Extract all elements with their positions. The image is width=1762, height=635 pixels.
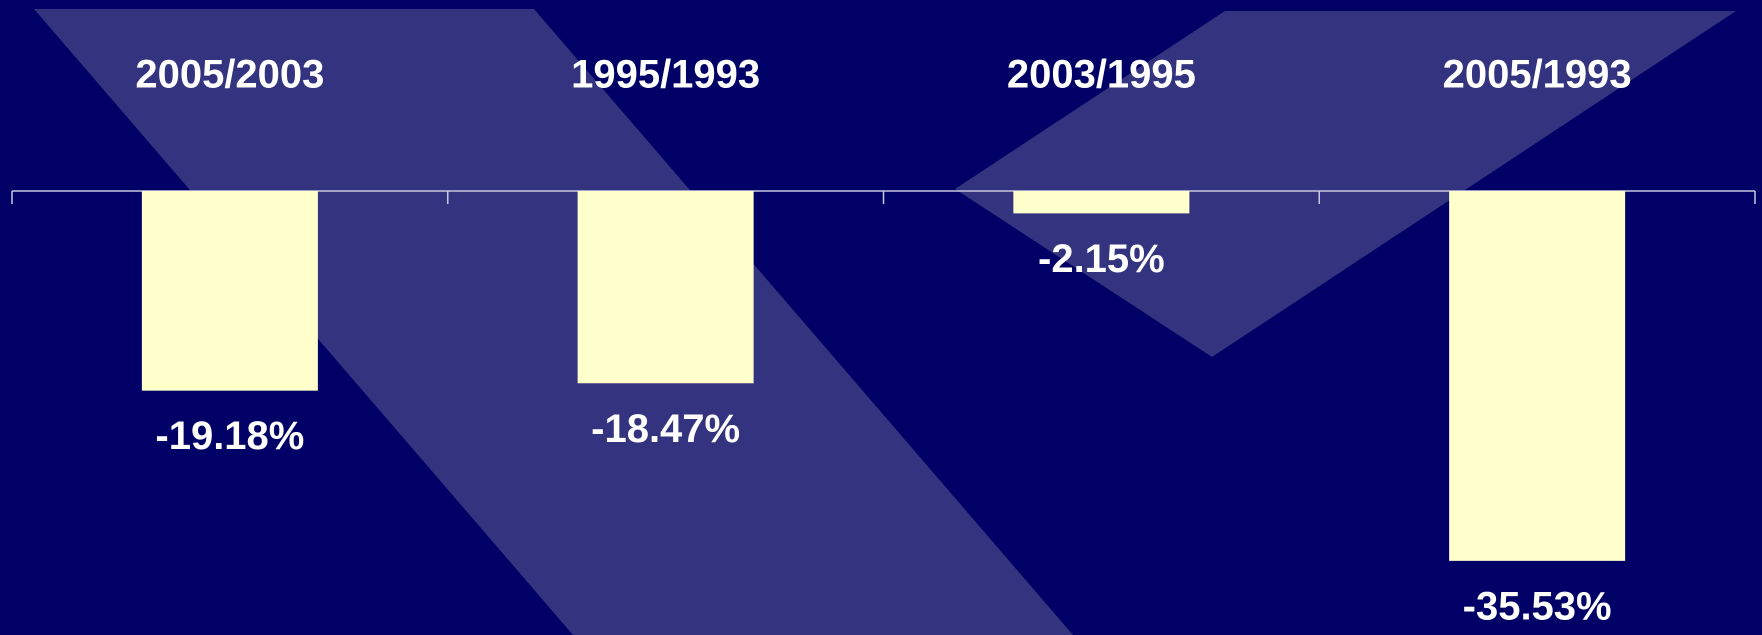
plot-area: 2005/2003 -19.18% 1995/1993 -18.47% 2003/199… [11,53,1756,628]
category-label: 2003/1995 [1007,53,1196,97]
decor-shape [955,11,1736,357]
value-label: -18.47% [591,407,740,451]
decor-shape [34,9,1073,635]
bar [1013,191,1190,214]
value-label: -35.53% [1463,584,1612,628]
value-label: -2.15% [1038,237,1165,281]
category-label: 2005/1993 [1443,53,1632,97]
category-label: 1995/1993 [571,53,760,97]
category-label: 2005/2003 [135,53,324,97]
bar [577,191,754,384]
value-label: -19.18% [155,414,304,458]
bar [141,191,318,391]
bar [1449,191,1626,561]
